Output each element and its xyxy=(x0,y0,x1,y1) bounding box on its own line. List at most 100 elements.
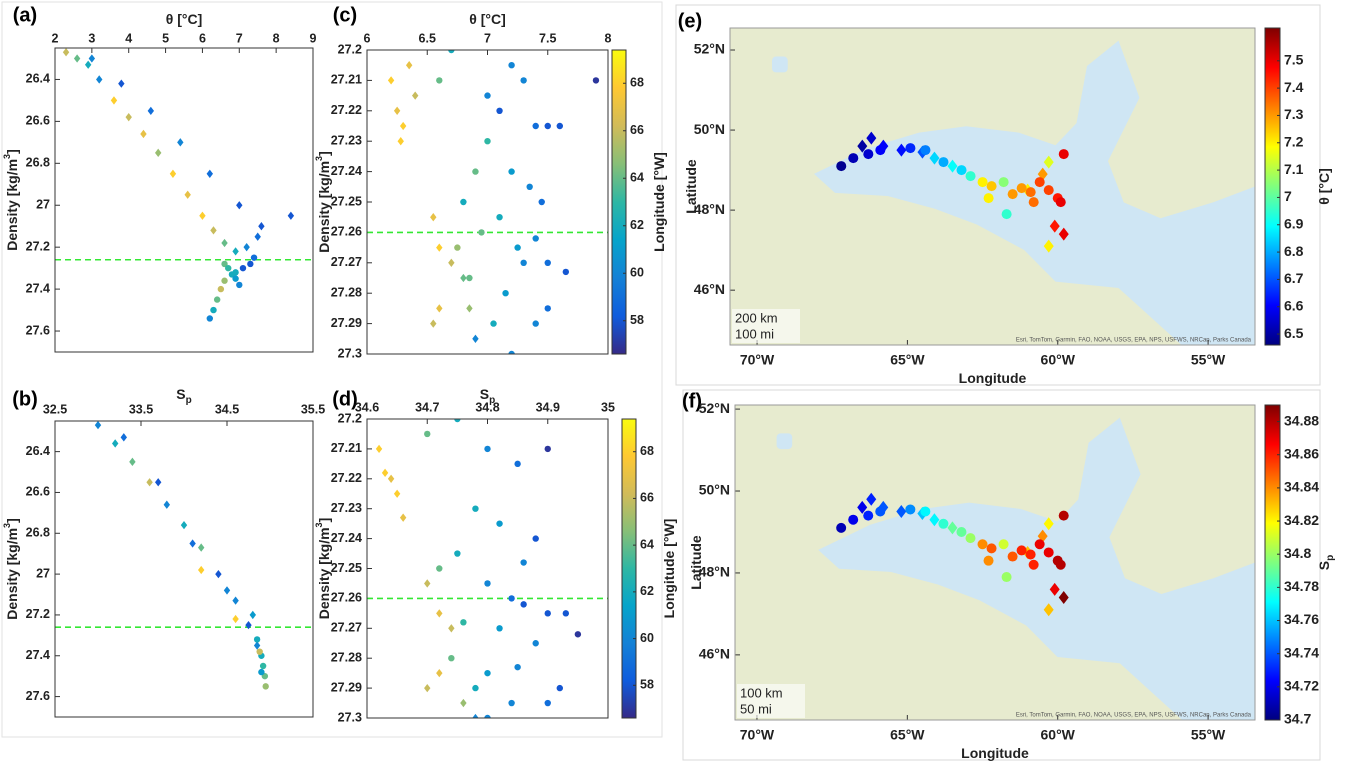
point xyxy=(466,275,472,281)
point xyxy=(526,184,532,190)
y-tick-label: 26.6 xyxy=(26,114,50,128)
point xyxy=(1029,560,1039,570)
plot-area xyxy=(55,421,313,717)
colorbar-tick-label: 7.1 xyxy=(1284,161,1304,177)
x-tick-label: 35.5 xyxy=(301,402,325,416)
colorbar-tick-label: 7.3 xyxy=(1284,106,1304,122)
colorbar-tick-label: 34.72 xyxy=(1284,678,1319,694)
colorbar-tick-label: 34.82 xyxy=(1284,512,1319,528)
y-tick-label: 27.23 xyxy=(331,133,362,147)
colorbar-tick-label: 66 xyxy=(640,491,654,505)
x-axis-label-sub: p xyxy=(186,395,192,406)
point xyxy=(533,320,539,326)
point xyxy=(1044,185,1054,195)
y-tick-label: 27 xyxy=(36,566,50,580)
colorbar-tick-label: 58 xyxy=(640,678,654,692)
point xyxy=(478,229,484,235)
y-axis-label-end: ] xyxy=(4,518,20,523)
y-axis-label-text: Latitude xyxy=(683,159,699,214)
y-tick-label: 27.28 xyxy=(331,650,362,664)
y-tick-label: 27.26 xyxy=(331,591,362,605)
point xyxy=(938,157,948,167)
point xyxy=(256,648,262,654)
x-tick-label: 65°W xyxy=(890,352,925,368)
x-tick-label: 55°W xyxy=(1191,727,1226,743)
y-axis-label: Density [kg/m3] xyxy=(314,518,331,620)
x-tick-label: 70°W xyxy=(740,727,775,743)
x-axis-label-text: S xyxy=(480,386,489,402)
x-tick-label: 6 xyxy=(364,31,371,45)
point xyxy=(232,269,238,275)
colorbar-label: Longitude [°W] xyxy=(651,152,667,252)
x-axis-label: θ [°C] xyxy=(166,11,203,27)
point xyxy=(863,511,873,521)
point xyxy=(1029,197,1039,207)
point xyxy=(1008,552,1018,562)
x-tick-label: 9 xyxy=(310,31,317,45)
y-axis-label: Latitude xyxy=(688,535,704,590)
colorbar-tick-label: 34.7 xyxy=(1284,711,1311,727)
point xyxy=(514,461,520,467)
colorbar xyxy=(1265,405,1280,720)
y-tick-label: 27.28 xyxy=(331,285,362,299)
colorbar-tick-label: 60 xyxy=(640,631,654,645)
point xyxy=(545,123,551,129)
colorbar-tick-label: 6.5 xyxy=(1284,325,1304,341)
point xyxy=(460,199,466,205)
y-tick-label: 27 xyxy=(36,198,50,212)
colorbar-tick-label: 34.78 xyxy=(1284,578,1319,594)
point xyxy=(875,507,885,517)
y-axis-label-end: ] xyxy=(4,149,20,154)
y-tick-label: 27.24 xyxy=(331,531,362,545)
point xyxy=(1017,545,1027,555)
y-tick-label: 27.22 xyxy=(331,471,362,485)
point xyxy=(905,504,915,514)
y-tick-label: 26.8 xyxy=(26,156,50,170)
point xyxy=(836,523,846,533)
point xyxy=(484,580,490,586)
x-tick-label: 6 xyxy=(199,31,206,45)
y-tick-label: 27.27 xyxy=(331,621,362,635)
x-axis-label-text: Longitude xyxy=(961,745,1029,761)
point xyxy=(484,92,490,98)
y-tick-label: 27.3 xyxy=(338,710,362,724)
point xyxy=(978,539,988,549)
y-tick-label: 27.4 xyxy=(26,648,50,662)
colorbar-tick-label: 60 xyxy=(630,266,644,280)
point xyxy=(251,254,257,260)
point xyxy=(905,143,915,153)
point xyxy=(965,533,975,543)
point xyxy=(957,165,967,175)
point xyxy=(508,62,514,68)
colorbar-tick-label: 62 xyxy=(640,584,654,598)
y-axis-label-text: Density [kg/m xyxy=(4,159,20,251)
point xyxy=(1044,547,1054,557)
y-tick-label: 27.2 xyxy=(26,607,50,621)
y-tick-label: 52°N xyxy=(694,41,725,57)
point xyxy=(225,265,231,271)
point xyxy=(520,77,526,83)
y-tick-label: 46°N xyxy=(699,646,730,662)
panel-label: (e) xyxy=(678,10,702,32)
x-tick-label: 34.5 xyxy=(215,402,239,416)
point xyxy=(987,543,997,553)
x-tick-label: 34.7 xyxy=(415,400,439,414)
point xyxy=(210,307,216,313)
point xyxy=(563,610,569,616)
point xyxy=(496,214,502,220)
point xyxy=(545,260,551,266)
x-tick-label: 7 xyxy=(484,31,491,45)
map-lake xyxy=(772,57,788,73)
point xyxy=(436,565,442,571)
y-axis-label-text: Density [kg/m xyxy=(316,161,332,253)
colorbar-tick-label: 34.88 xyxy=(1284,412,1319,428)
point xyxy=(424,431,430,437)
y-axis-label-text: Density [kg/m xyxy=(4,528,20,620)
point xyxy=(460,619,466,625)
colorbar-tick-label: 68 xyxy=(640,444,654,458)
x-tick-label: 55°W xyxy=(1191,352,1226,368)
x-tick-label: 7 xyxy=(236,31,243,45)
y-axis-label-end: ] xyxy=(316,151,332,156)
y-tick-label: 27.6 xyxy=(26,323,50,337)
y-axis-label: Density [kg/m3] xyxy=(2,149,19,251)
